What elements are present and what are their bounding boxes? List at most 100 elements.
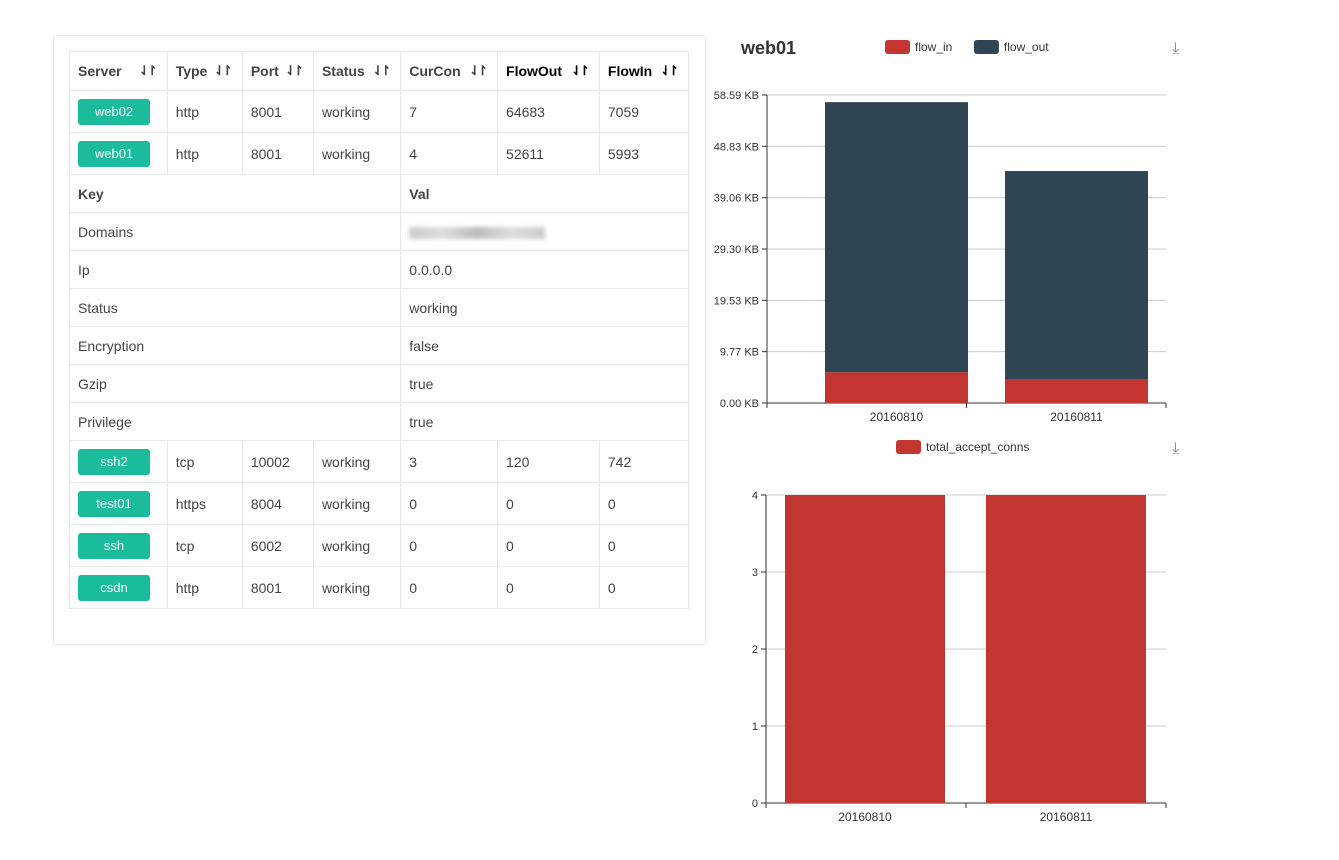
y-tick-label: 19.53 KB xyxy=(714,295,759,307)
detail-value: 0.0.0.0 xyxy=(409,261,453,278)
sort-icon[interactable]: ⇃↾ xyxy=(138,63,158,78)
server-tag-button[interactable]: web02 xyxy=(78,98,150,125)
bar-total_accept_conns xyxy=(785,495,945,803)
detail-key: Domains xyxy=(68,212,402,251)
y-tick-label: 0 xyxy=(752,798,758,810)
status-cell: working xyxy=(312,482,402,525)
legend-label: flow_out xyxy=(1004,40,1049,54)
bar-flow_out xyxy=(825,102,968,373)
download-icon[interactable]: ⤓ xyxy=(1172,40,1180,57)
bar-flow_in xyxy=(1005,378,1148,403)
column-header-label: FlowIn xyxy=(607,63,653,79)
column-header-label: FlowOut xyxy=(506,63,563,79)
y-tick-label: 48.83 KB xyxy=(714,141,759,153)
server-cell: web02 xyxy=(69,90,168,133)
servers-table: Server ⇃↾ Type ⇃↾ Port ⇃↾ Status ⇃↾ CurCon ⇃↾ Flow… xyxy=(68,51,690,609)
server-tag-button[interactable]: csdn xyxy=(78,574,150,601)
legend-swatch xyxy=(896,440,921,454)
legend-swatch xyxy=(973,40,999,54)
detail-val-cell xyxy=(400,212,689,251)
curcon-cell: 3 xyxy=(400,440,499,483)
detail-row: Privilege true xyxy=(68,402,689,441)
status-cell: working xyxy=(312,132,402,175)
flowin-cell: 0 xyxy=(598,524,690,567)
server-tag-button[interactable]: web01 xyxy=(78,140,150,167)
detail-row: Gzip true xyxy=(68,364,689,403)
chart-title: web01 xyxy=(741,38,797,58)
detail-value: working xyxy=(409,299,458,316)
flowout-cell: 0 xyxy=(497,524,600,567)
y-tick-label: 4 xyxy=(752,490,758,502)
server-cell: test01 xyxy=(69,482,168,525)
column-header-label: Type xyxy=(175,63,208,79)
detail-key: Ip xyxy=(68,250,402,289)
flowout-cell: 120 xyxy=(497,440,600,483)
x-tick-label: 20160810 xyxy=(870,410,924,424)
curcon-cell: 0 xyxy=(400,566,499,609)
val-header: Val xyxy=(400,174,689,213)
table-row[interactable]: web01 http 8001 working 4 52611 5993 xyxy=(69,132,690,175)
column-header[interactable]: CurCon ⇃↾ xyxy=(400,51,499,91)
bar-flow_in xyxy=(825,372,968,403)
column-header[interactable]: Status ⇃↾ xyxy=(312,51,402,91)
flowin-cell: 0 xyxy=(598,482,690,525)
server-tag-button[interactable]: ssh2 xyxy=(78,448,150,475)
sort-icon[interactable]: ⇃↾ xyxy=(571,63,590,78)
detail-key: Gzip xyxy=(68,364,402,403)
table-row[interactable]: ssh2 tcp 10002 working 3 120 742 xyxy=(69,440,690,483)
server-cell: web01 xyxy=(69,132,168,175)
sort-icon[interactable]: ⇃↾ xyxy=(214,63,233,78)
sort-icon[interactable]: ⇃↾ xyxy=(285,63,304,78)
detail-row: Ip 0.0.0.0 xyxy=(68,250,689,289)
y-tick-label: 39.06 KB xyxy=(714,193,759,205)
sort-icon[interactable]: ⇃↾ xyxy=(660,63,679,78)
detail-val-cell: working xyxy=(400,288,689,327)
column-header-label: Port xyxy=(250,63,279,79)
detail-value: false xyxy=(409,337,439,354)
column-header[interactable]: FlowOut ⇃↾ xyxy=(497,51,600,91)
table-row[interactable]: web02 http 8001 working 7 64683 7059 xyxy=(69,90,690,133)
type-cell: https xyxy=(166,482,243,525)
y-tick-label: 1 xyxy=(752,721,758,733)
port-cell: 8001 xyxy=(241,132,314,175)
sort-icon[interactable]: ⇃↾ xyxy=(372,63,392,78)
server-tag-button[interactable]: test01 xyxy=(78,490,150,517)
port-cell: 8001 xyxy=(241,566,314,609)
port-cell: 8001 xyxy=(241,90,314,133)
status-cell: working xyxy=(312,524,402,567)
download-icon[interactable]: ⤓ xyxy=(1172,440,1180,457)
bar-flow_out xyxy=(1005,171,1148,379)
y-tick-label: 58.59 KB xyxy=(714,90,759,102)
x-tick-label: 20160811 xyxy=(1040,810,1093,824)
table-row[interactable]: csdn http 8001 working 0 0 0 xyxy=(69,566,690,609)
redacted-value xyxy=(409,226,546,239)
y-tick-label: 3 xyxy=(752,567,758,579)
x-tick-label: 20160811 xyxy=(1050,410,1103,424)
column-header-label: CurCon xyxy=(409,63,461,79)
column-header[interactable]: Type ⇃↾ xyxy=(166,51,243,91)
detail-row: Domains xyxy=(68,212,689,251)
server-tag-button[interactable]: ssh xyxy=(78,532,150,559)
legend-label: total_accept_conns xyxy=(926,440,1029,454)
detail-value: true xyxy=(409,413,434,430)
x-tick-label: 20160810 xyxy=(838,810,892,824)
column-header-label: Status xyxy=(321,63,365,79)
flowin-cell: 0 xyxy=(598,566,690,609)
detail-val-cell: true xyxy=(400,364,689,403)
flowout-cell: 0 xyxy=(497,566,600,609)
bar-total_accept_conns xyxy=(986,495,1146,803)
type-cell: tcp xyxy=(166,440,243,483)
type-cell: http xyxy=(166,566,243,609)
column-header[interactable]: FlowIn ⇃↾ xyxy=(598,51,690,91)
y-tick-label: 2 xyxy=(752,644,758,656)
table-row[interactable]: test01 https 8004 working 0 0 0 xyxy=(69,482,690,525)
y-tick-label: 9.77 KB xyxy=(720,347,759,359)
legend-swatch xyxy=(885,40,910,54)
detail-key: Privilege xyxy=(68,402,402,441)
sort-icon[interactable]: ⇃↾ xyxy=(469,63,488,78)
server-cell: csdn xyxy=(69,566,168,609)
port-cell: 8004 xyxy=(241,482,314,525)
flowin-cell: 742 xyxy=(598,440,690,483)
y-tick-label: 0.00 KB xyxy=(720,398,759,410)
